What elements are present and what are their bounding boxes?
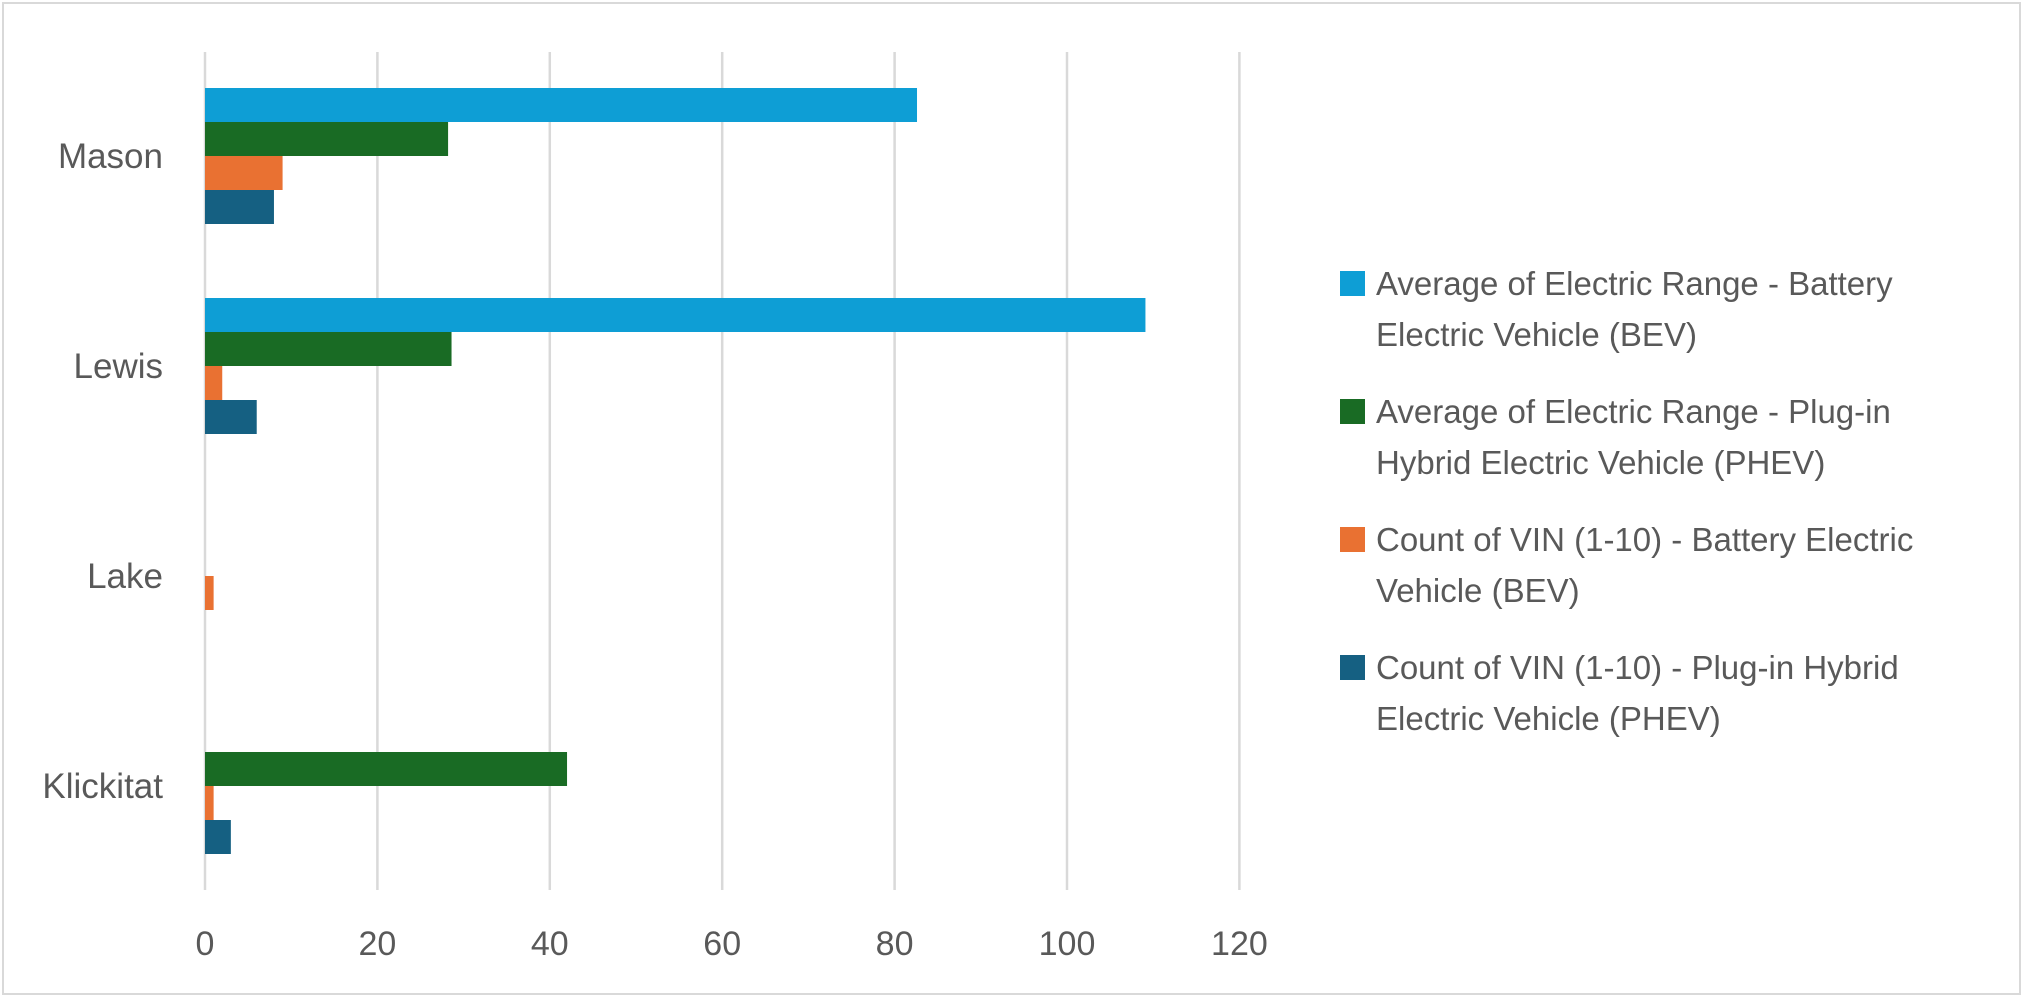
legend-swatch <box>1340 655 1365 680</box>
x-axis-ticks: 0 20 40 60 80 100 120 <box>196 925 1268 963</box>
bar-mason-series-3 <box>205 156 283 190</box>
bar-lake-series-3 <box>205 576 214 610</box>
bar-klickitat-series-2 <box>205 752 568 786</box>
x-tick-label: 120 <box>1211 925 1268 963</box>
legend-item: Average of Electric Range - Battery Elec… <box>1340 258 1990 360</box>
y-category-label: Mason <box>58 137 163 176</box>
y-category-label: Lake <box>87 557 163 596</box>
bar-mason-series-2 <box>205 122 449 156</box>
x-tick-label: 20 <box>358 925 396 963</box>
legend-item: Count of VIN (1-10) - Plug-in Hybrid Ele… <box>1340 642 1990 744</box>
legend-item: Count of VIN (1-10) - Battery Electric V… <box>1340 514 1990 616</box>
bar-klickitat-series-4 <box>205 820 231 854</box>
y-category-label: Klickitat <box>42 767 163 806</box>
legend-item: Average of Electric Range - Plug-in Hybr… <box>1340 386 1990 488</box>
legend-swatch <box>1340 399 1365 424</box>
x-tick-label: 0 <box>196 925 215 963</box>
x-tick-label: 80 <box>876 925 914 963</box>
legend-swatch <box>1340 271 1365 296</box>
bar-mason-series-1 <box>205 88 918 122</box>
x-tick-label: 100 <box>1039 925 1096 963</box>
legend-label: Average of Electric Range - Battery Elec… <box>1376 265 1893 353</box>
legend-label: Average of Electric Range - Plug-in Hybr… <box>1376 393 1891 481</box>
y-axis-categories: Mason Lewis Lake Klickitat <box>42 137 163 806</box>
legend-label: Count of VIN (1-10) - Plug-in Hybrid Ele… <box>1376 649 1899 737</box>
bars <box>205 88 1146 854</box>
bar-lewis-series-3 <box>205 366 223 400</box>
legend-label: Count of VIN (1-10) - Battery Electric V… <box>1376 521 1914 609</box>
bar-lewis-series-4 <box>205 400 257 434</box>
x-tick-label: 40 <box>531 925 569 963</box>
x-tick-label: 60 <box>703 925 741 963</box>
bar-lewis-series-1 <box>205 298 1146 332</box>
bar-klickitat-series-3 <box>205 786 214 820</box>
legend-swatch <box>1340 527 1365 552</box>
legend: Average of Electric Range - Battery Elec… <box>1340 258 1990 770</box>
y-category-label: Lewis <box>74 347 163 386</box>
bar-mason-series-4 <box>205 190 274 224</box>
bar-lewis-series-2 <box>205 332 452 366</box>
